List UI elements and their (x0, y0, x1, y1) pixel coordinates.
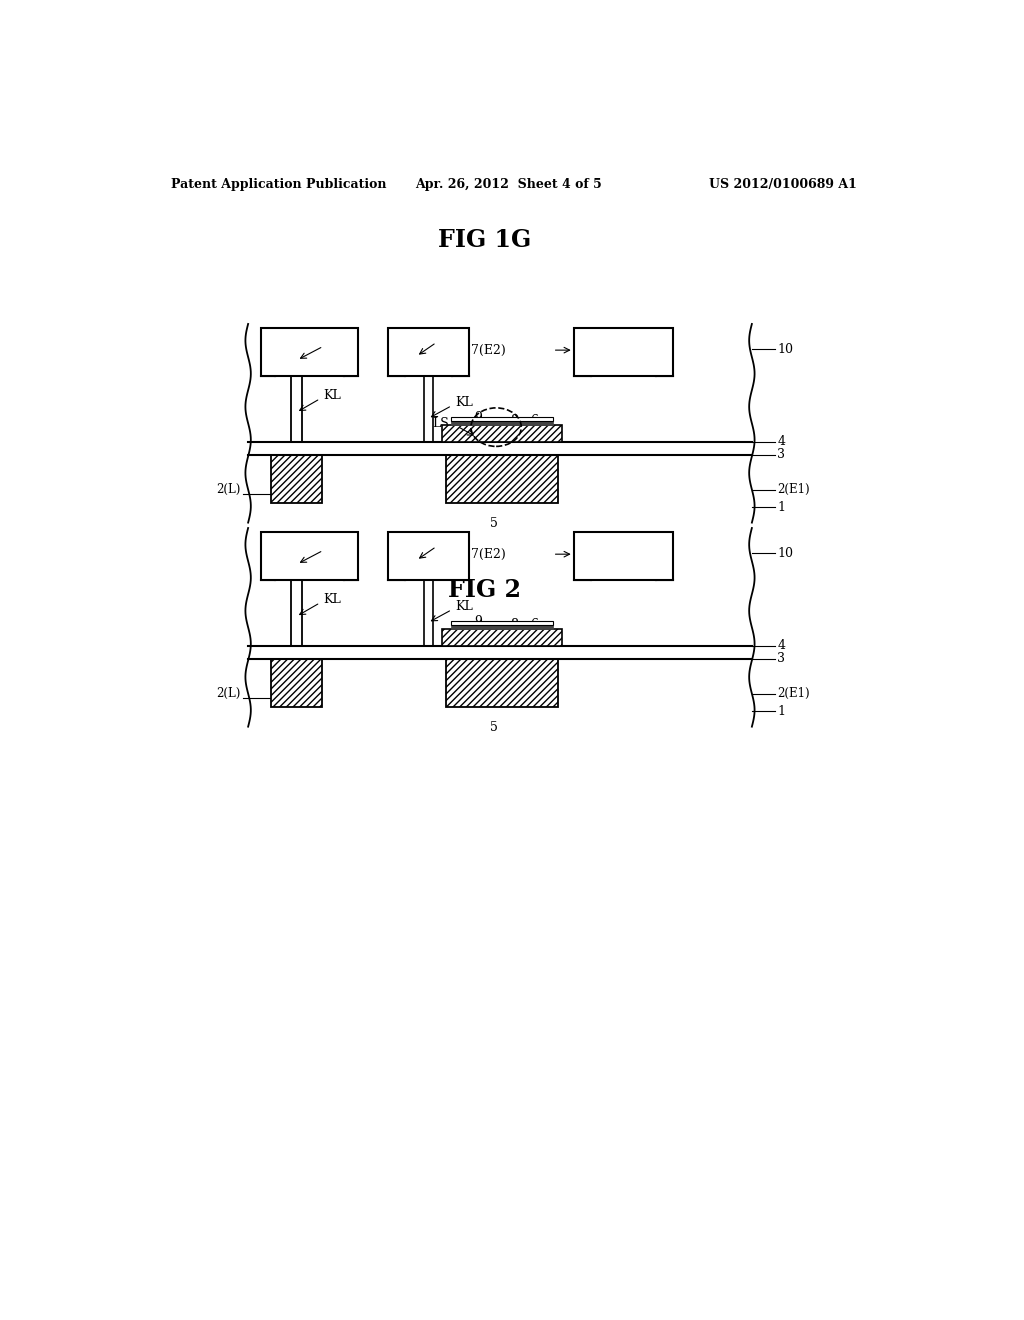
Text: 5: 5 (489, 721, 498, 734)
Text: KL: KL (324, 389, 341, 403)
Text: 2(E1): 2(E1) (777, 686, 810, 700)
Bar (452, 421, 553, 425)
Text: 8: 8 (510, 618, 518, 631)
Bar (424, 579, 433, 645)
Bar (573, 532, 673, 579)
Bar (388, 327, 469, 376)
Text: FIG 2: FIG 2 (449, 578, 521, 602)
Bar (445, 455, 558, 503)
Text: T: T (439, 537, 447, 550)
Text: 9: 9 (474, 615, 482, 628)
Text: FIG 1G: FIG 1G (438, 227, 531, 252)
Bar (388, 532, 469, 579)
Text: 4: 4 (777, 639, 785, 652)
Text: 2(L): 2(L) (216, 483, 241, 496)
Bar (442, 628, 562, 645)
Text: Apr. 26, 2012  Sheet 4 of 5: Apr. 26, 2012 Sheet 4 of 5 (415, 178, 601, 190)
Text: 1: 1 (777, 500, 785, 513)
Bar (261, 327, 358, 376)
Text: 6: 6 (530, 413, 538, 426)
Text: 2(E1): 2(E1) (777, 483, 810, 496)
Bar (442, 425, 562, 442)
Text: T: T (439, 333, 447, 346)
Bar (573, 327, 673, 376)
Bar (271, 455, 322, 503)
Text: 2(L): 2(L) (216, 686, 241, 700)
Bar (445, 659, 558, 708)
Text: Patent Application Publication: Patent Application Publication (171, 178, 386, 190)
Bar (452, 622, 553, 624)
Bar (424, 376, 433, 442)
Text: KL: KL (324, 593, 341, 606)
Bar (452, 417, 553, 421)
Bar (261, 532, 358, 579)
Text: 7(E2): 7(E2) (471, 548, 506, 561)
Bar (250, 532, 751, 645)
Text: 10: 10 (777, 343, 794, 356)
Bar (291, 579, 302, 645)
Text: 3: 3 (777, 652, 785, 665)
Text: KL: KL (455, 396, 473, 409)
Text: 4: 4 (777, 436, 785, 449)
Text: 3: 3 (777, 449, 785, 462)
Text: 5: 5 (489, 517, 498, 531)
Text: 8: 8 (510, 413, 518, 426)
Text: 9: 9 (474, 411, 482, 424)
Text: 7(E2): 7(E2) (471, 343, 506, 356)
Text: 10: 10 (777, 546, 794, 560)
Text: 1: 1 (777, 705, 785, 718)
Text: T: T (328, 541, 336, 554)
Bar (452, 624, 553, 628)
Bar (271, 659, 322, 708)
Bar (250, 327, 751, 442)
Bar (291, 376, 302, 442)
Text: KL: KL (455, 601, 473, 612)
Text: T: T (328, 337, 336, 350)
Text: US 2012/0100689 A1: US 2012/0100689 A1 (710, 178, 857, 190)
Text: LS: LS (432, 417, 450, 430)
Text: 6: 6 (530, 618, 538, 631)
